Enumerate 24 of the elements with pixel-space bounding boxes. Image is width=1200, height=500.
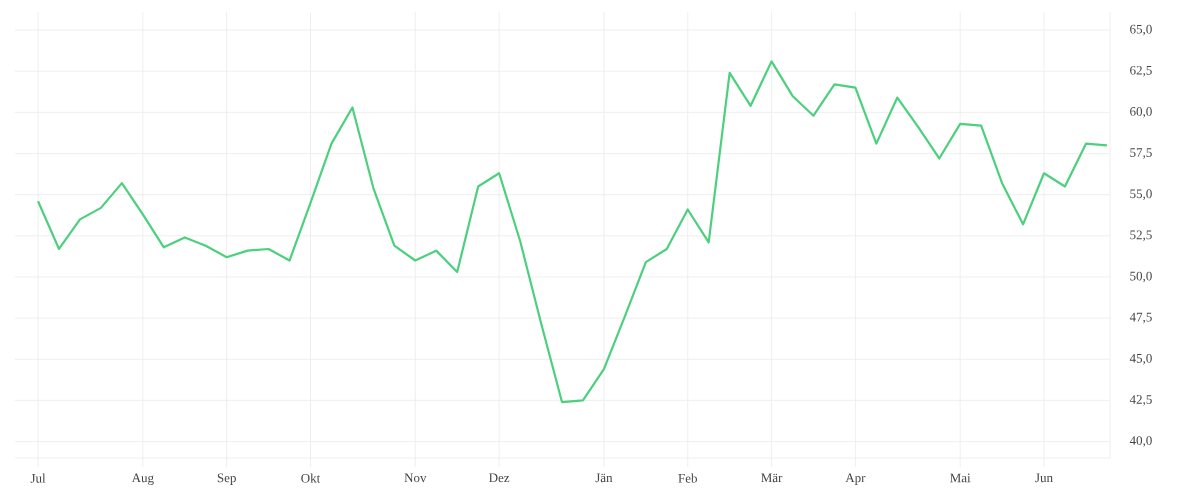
x-tick-label: Jän <box>595 473 613 483</box>
x-tick-label: Sep <box>217 473 236 485</box>
y-tick-label: 40,0 <box>1129 436 1152 447</box>
y-tick-label: 42,5 <box>1129 395 1152 406</box>
line-series <box>36 60 1108 404</box>
y-tick-label: 60,0 <box>1130 107 1152 118</box>
y-tick-label: 65,0 <box>1130 24 1152 36</box>
x-tick-label: Aug <box>131 473 154 485</box>
x-tick-label: Apr <box>845 473 866 485</box>
y-tick-label: 62,5 <box>1130 65 1152 77</box>
y-tick-label: 55,0 <box>1130 189 1152 200</box>
x-tick-label: Mai <box>950 473 971 483</box>
x-tick-label: Mär <box>761 473 783 483</box>
y-tick-label: 52,5 <box>1130 230 1152 242</box>
x-tick-label: Nov <box>404 473 427 483</box>
y-tick-label: 45,0 <box>1129 353 1152 365</box>
x-tick-label: Dez <box>489 473 510 483</box>
x-tick-label: Jul <box>30 473 46 483</box>
x-tick-label: Feb <box>678 473 697 483</box>
x-tick-label: Jun <box>1035 473 1053 483</box>
y-tick-label: 57,5 <box>1130 148 1152 159</box>
y-tick-label: 50,0 <box>1130 271 1152 283</box>
y-tick-label: 47,5 <box>1129 312 1152 324</box>
x-tick-label: Okt <box>301 473 321 483</box>
